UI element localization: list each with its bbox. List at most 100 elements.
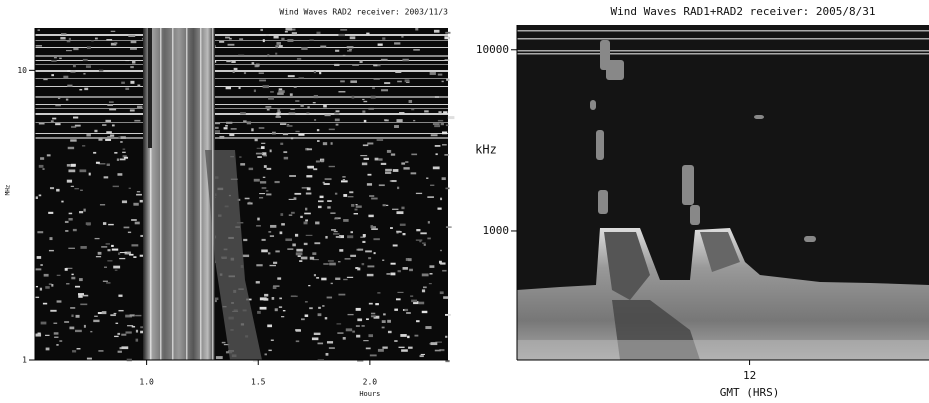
chart-title: Wind Waves RAD2 receiver: 2003/11/3	[279, 8, 448, 17]
spectrogram-texture	[55, 123, 61, 126]
spectrogram-texture	[261, 238, 266, 241]
spectrogram-texture	[434, 145, 441, 147]
spectrogram-texture	[368, 257, 372, 260]
spectrogram-texture	[262, 85, 269, 89]
spectrogram-texture	[108, 223, 114, 226]
spectrogram-texture	[76, 348, 81, 350]
spectrogram-texture	[43, 273, 49, 277]
spectrogram-texture	[80, 246, 87, 249]
spectrogram-texture	[295, 130, 300, 133]
spectrogram-texture	[111, 124, 115, 127]
spectrogram-texture	[274, 308, 278, 312]
spectrogram-texture	[434, 125, 441, 128]
spectrogram-texture	[295, 252, 303, 256]
spectrogram-texture	[438, 260, 442, 264]
spectrogram-texture	[69, 326, 75, 330]
spectrogram-texture	[273, 261, 278, 264]
spectrogram-texture	[402, 58, 409, 62]
spectrogram-texture	[316, 277, 320, 279]
spectrogram-texture	[307, 106, 310, 109]
spectrogram-texture	[317, 205, 322, 209]
spectrogram-texture	[337, 332, 344, 334]
spectrogram-texture	[394, 42, 401, 45]
spectrogram-texture	[349, 36, 356, 40]
spectrogram-texture	[320, 159, 324, 163]
spectrogram-texture	[74, 285, 81, 288]
spectrogram-texture	[265, 106, 272, 108]
spectrogram-texture	[442, 131, 448, 135]
spectrogram-texture	[90, 330, 93, 333]
spectrogram-texture	[327, 200, 332, 202]
spectrogram-texture	[54, 336, 59, 338]
spectrogram-texture	[390, 272, 396, 276]
spectrogram-texture	[262, 176, 266, 179]
spectrogram-texture	[261, 146, 265, 149]
spectrogram-texture	[84, 87, 89, 91]
spectrogram-texture	[85, 65, 92, 68]
spectrogram-texture	[323, 263, 329, 265]
spectrogram-texture	[75, 314, 80, 318]
spectrogram-texture	[300, 104, 304, 107]
spectrogram-texture	[259, 196, 264, 199]
x-tick-label: 2.0	[363, 378, 378, 387]
spectrogram-texture	[130, 80, 135, 84]
spectrogram-texture	[134, 119, 141, 122]
spectrogram-texture	[418, 301, 425, 305]
spectrogram-texture	[333, 233, 340, 235]
spectrogram-texture	[118, 309, 124, 312]
spectrogram-texture	[305, 219, 308, 222]
spectrogram-texture	[338, 90, 346, 93]
spectrogram-texture	[40, 157, 45, 160]
spectrogram-texture	[225, 124, 228, 127]
spectrogram-texture	[440, 122, 444, 126]
spectrogram-texture	[293, 86, 297, 88]
spectrogram-texture	[219, 135, 225, 139]
spectrogram-texture	[35, 78, 448, 79]
spectrogram-texture	[67, 70, 73, 72]
spectrogram-texture	[37, 29, 40, 31]
spectrogram-texture	[394, 125, 399, 129]
spectrogram-texture	[279, 297, 282, 300]
spectrogram-texture	[517, 30, 929, 32]
spectrogram-texture	[368, 214, 374, 218]
spectrogram-texture	[121, 333, 127, 336]
spectrogram-texture	[367, 142, 374, 145]
spectrogram-texture	[430, 342, 438, 346]
spectrogram-texture	[690, 205, 700, 225]
spectrogram-texture	[429, 273, 433, 275]
spectrogram-texture	[95, 255, 102, 258]
spectrogram-texture	[404, 308, 409, 312]
spectrogram-texture	[295, 329, 301, 332]
spectrogram-texture	[225, 86, 231, 90]
spectrogram-texture	[291, 32, 297, 35]
spectrogram-texture	[143, 28, 215, 360]
spectrogram-texture	[280, 142, 284, 145]
spectrogram-texture	[396, 211, 404, 215]
spectrogram-texture	[415, 192, 423, 195]
spectrogram-panel: Wind Waves RAD1+RAD2 receiver: 2005/8/31…	[475, 5, 929, 399]
spectrogram-texture	[122, 155, 127, 158]
spectrogram-texture	[98, 69, 104, 72]
spectrogram-texture	[282, 133, 289, 136]
spectrogram-texture	[53, 56, 57, 59]
spectrogram-texture	[313, 332, 321, 336]
spectrogram-texture	[257, 156, 262, 158]
spectrogram-texture	[400, 334, 407, 337]
spectrogram-texture	[439, 349, 445, 352]
spectrogram-texture	[127, 231, 132, 234]
spectrogram-texture	[129, 314, 135, 317]
spectrogram-texture	[35, 64, 448, 65]
spectrogram-texture	[139, 254, 146, 257]
spectrogram-texture	[280, 213, 284, 216]
spectrogram-texture	[73, 116, 79, 119]
spectrogram-texture	[350, 231, 353, 234]
spectrogram-texture	[71, 276, 76, 280]
spectrogram-texture	[269, 264, 276, 267]
spectrogram-texture	[322, 181, 325, 184]
spectrogram-texture	[303, 242, 308, 246]
spectrogram-texture	[362, 98, 365, 101]
spectrogram-texture	[79, 211, 84, 214]
spectrogram-texture	[300, 215, 303, 219]
spectrogram-texture	[130, 48, 137, 50]
spectrogram-texture	[369, 195, 375, 197]
